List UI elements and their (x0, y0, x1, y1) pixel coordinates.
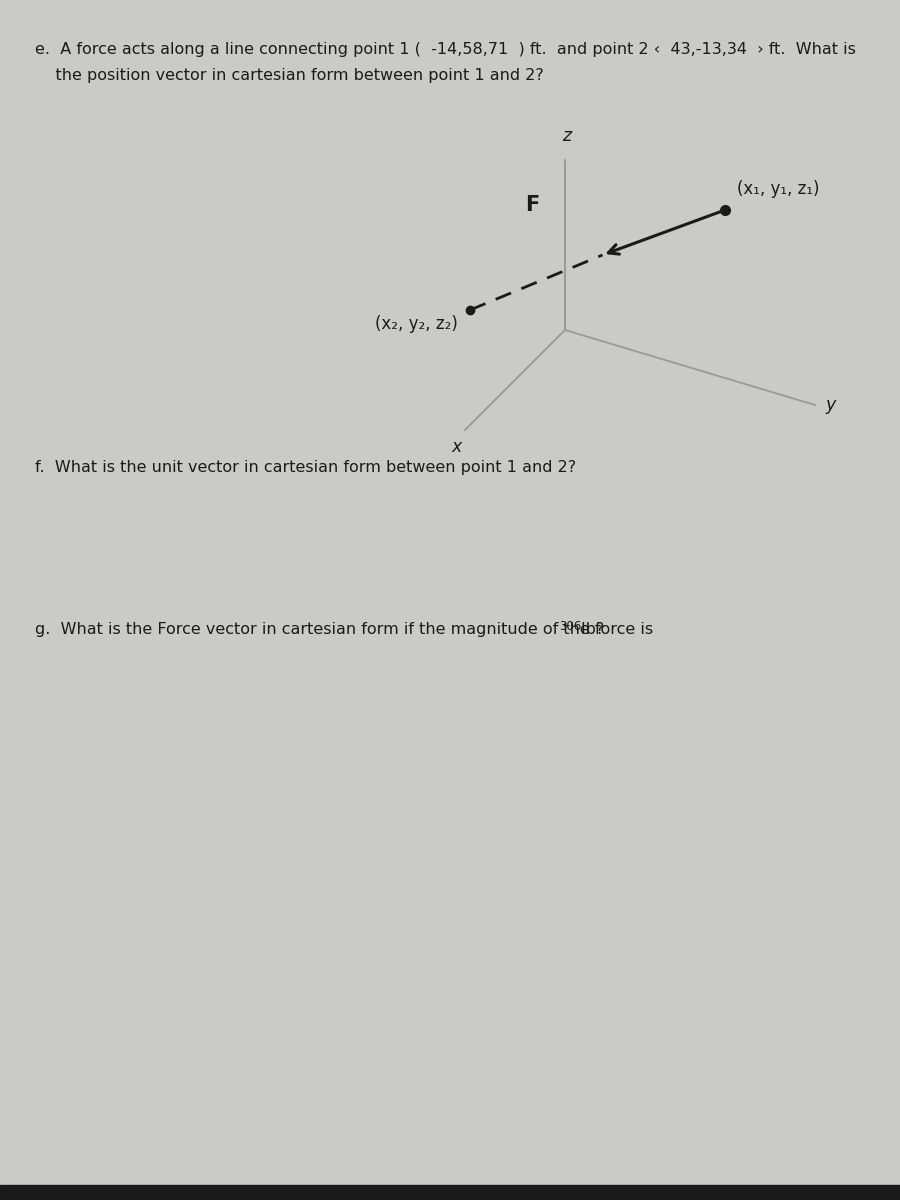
Text: the position vector in cartesian form between point 1 and 2?: the position vector in cartesian form be… (35, 68, 544, 83)
Text: x: x (452, 438, 462, 456)
Text: 306: 306 (559, 620, 581, 634)
Text: z: z (562, 127, 572, 145)
Text: y: y (825, 396, 835, 414)
Text: F: F (526, 194, 540, 215)
Text: f.  What is the unit vector in cartesian form between point 1 and 2?: f. What is the unit vector in cartesian … (35, 460, 576, 475)
Text: lb?: lb? (576, 622, 604, 637)
Bar (0, 1186, 900, 1200)
Text: (x₂, y₂, z₂): (x₂, y₂, z₂) (375, 314, 458, 332)
Text: (x₁, y₁, z₁): (x₁, y₁, z₁) (737, 180, 820, 198)
Text: g.  What is the Force vector in cartesian form if the magnitude of the force is: g. What is the Force vector in cartesian… (35, 622, 658, 637)
Text: e.  A force acts along a line connecting point 1 (  -14,58,71  ) ft.  and point : e. A force acts along a line connecting … (35, 42, 856, 56)
